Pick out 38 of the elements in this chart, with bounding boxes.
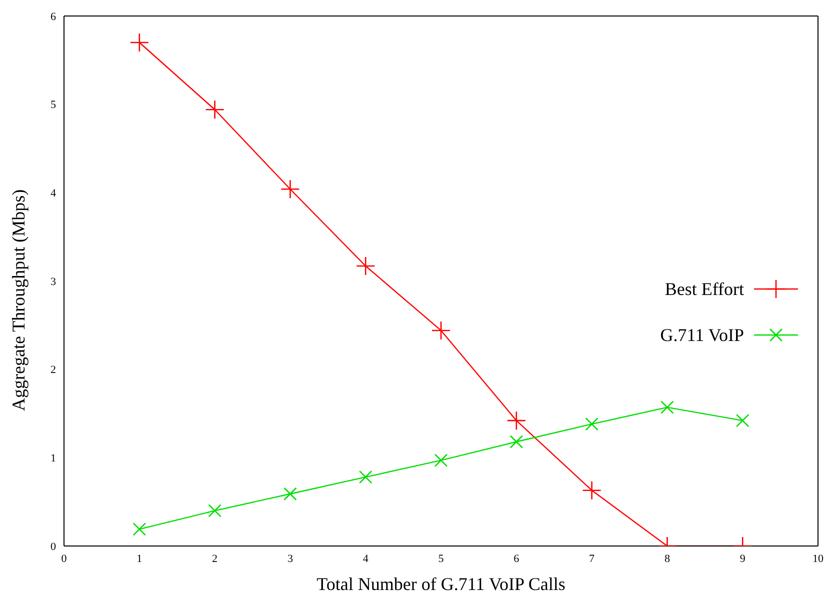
point (585, 417, 598, 431)
x-tick-label: 8 (664, 552, 670, 565)
y-tick-label: 0 (50, 540, 56, 553)
x-tick-label: 7 (589, 552, 596, 565)
x-axis-title: Total Number of G.711 VoIP Calls (316, 574, 566, 594)
point (284, 487, 297, 501)
x-tick-label: 9 (740, 552, 746, 565)
y-tick-label: 2 (50, 364, 56, 376)
x-tick-label: 1 (136, 552, 142, 565)
x-tick-label: 2 (212, 552, 218, 565)
point (660, 400, 674, 414)
legend-label: G.711 VoIP (660, 324, 744, 346)
point (434, 454, 448, 467)
point (510, 435, 524, 448)
point (358, 470, 372, 484)
point (356, 256, 376, 276)
legend-label: Best Effort (664, 278, 744, 300)
x-tick-label: 4 (362, 552, 369, 565)
point (506, 410, 526, 430)
point (280, 179, 300, 199)
y-tick-label: 3 (50, 276, 56, 288)
y-tick-label: 4 (50, 188, 56, 200)
point (132, 522, 146, 536)
y-tick-label: 5 (50, 99, 56, 112)
point (208, 504, 222, 518)
x-tick-label: 5 (438, 552, 444, 565)
x-tick-label: 3 (287, 552, 294, 565)
y-tick-label: 6 (50, 10, 56, 23)
x-tick-label: 10 (812, 552, 824, 565)
point (130, 32, 150, 52)
x-tick-label: 0 (61, 552, 68, 565)
y-axis-title: Aggregate Throughput (Mbps) (8, 189, 28, 411)
x-tick-label: 6 (514, 552, 520, 565)
point (431, 320, 451, 340)
y-tick-label: 1 (50, 452, 56, 465)
point (736, 414, 750, 428)
point (582, 480, 602, 500)
point (205, 100, 224, 120)
